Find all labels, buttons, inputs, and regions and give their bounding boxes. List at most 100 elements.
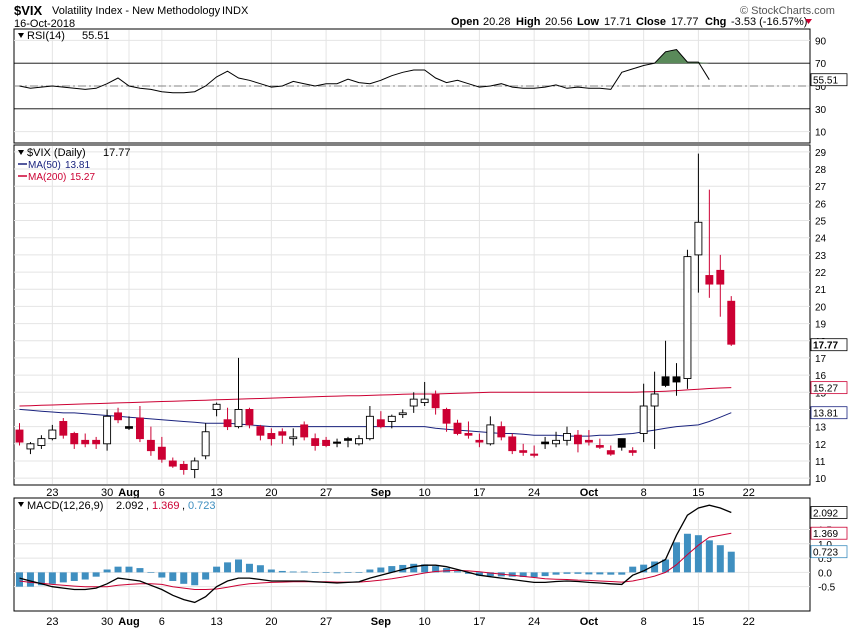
rsi-chart: 10 30 50 70 90 55.51 (14, 30, 848, 142)
histogram-current-label-box (810, 545, 848, 559)
candle-body (37, 438, 46, 446)
macd-histogram-bar (289, 571, 297, 573)
date-tick-label: 22 (743, 487, 755, 499)
candle-body (683, 256, 692, 379)
chg-value: -3.53 (-16.57%) (731, 16, 807, 28)
price-legend-value: 17.77 (103, 147, 131, 159)
macd-legend: MACD(12,26,9) 2.092 , 1.369 , 0.723 (18, 500, 216, 512)
macd-legend-separator: , (182, 500, 185, 512)
macd-histogram-bar (136, 568, 144, 573)
candle-body (15, 429, 24, 443)
macd-histogram-bar (267, 569, 275, 573)
price-tick-label: 27 (815, 182, 827, 193)
candle-body (431, 393, 440, 409)
date-tick-label: Sep (371, 487, 391, 499)
macd-histogram-bar (377, 567, 385, 573)
candle-body (398, 412, 407, 416)
macd-histogram-bar (355, 572, 363, 573)
ma200-legend-value: 15.27 (70, 172, 95, 183)
ma50-legend-value: 13.81 (65, 160, 90, 171)
candle-body (639, 405, 648, 434)
candle-body (146, 439, 155, 452)
macd-histogram-bar (224, 562, 232, 573)
chart-name: Volatility Index - New Methodology (52, 5, 221, 17)
price-tick-label: 19 (815, 320, 827, 331)
candle-body (716, 269, 725, 285)
date-tick-label: Aug (118, 487, 139, 499)
price-legend: $VIX (Daily) 17.77 MA(50) 13.81 MA(200) … (18, 147, 131, 183)
macd-histogram-bar (673, 542, 680, 573)
candle-body (81, 439, 90, 445)
high-label: High (516, 16, 541, 28)
candle-body (344, 438, 352, 441)
date-tick-label: 15 (692, 487, 704, 499)
macd-histogram-bar (366, 569, 374, 573)
candle-body (486, 424, 495, 445)
candle-body (650, 393, 659, 407)
rsi-line (19, 48, 710, 94)
rsi-tick-label: 10 (815, 128, 827, 139)
price-tick-label: 26 (815, 199, 827, 210)
macd-tick-label: -0.5 (818, 583, 836, 594)
macd-histogram-bar (213, 566, 221, 573)
macd-histogram-bar (158, 572, 166, 578)
rsi-current-label: 55.51 (813, 76, 838, 87)
candle-body (59, 421, 68, 436)
candle-body (135, 417, 144, 440)
macd-histogram-bar (169, 572, 177, 581)
ma200-line (19, 387, 732, 407)
candle-body (475, 439, 484, 443)
macd-histogram-bar (432, 566, 440, 573)
candle-body (168, 460, 177, 467)
date-tick-label: 23 (46, 487, 58, 499)
rsi-legend-value: 55.51 (82, 30, 110, 42)
price-tick-label: 25 (815, 217, 827, 228)
macd-histogram-bar (607, 572, 615, 575)
low-value: 17.71 (604, 16, 632, 28)
date-tick-label: Sep (371, 616, 391, 628)
macd-histogram-bar (235, 559, 242, 573)
macd-histogram-bar (26, 572, 34, 587)
macd-histogram-bar (92, 572, 100, 577)
macd-histogram-bar (300, 571, 308, 573)
candle-body (541, 441, 550, 445)
date-tick-label: 10 (419, 487, 431, 499)
rsi-legend: RSI(14) 55.51 (18, 30, 110, 42)
candle-body (365, 415, 374, 440)
macd-histogram-bar (147, 572, 155, 573)
date-tick-label: 13 (210, 616, 222, 628)
candle-body (179, 463, 188, 470)
date-tick-label: 15 (692, 616, 704, 628)
histogram-legend-value: 0.723 (188, 500, 216, 512)
candle-body (606, 450, 615, 455)
price-tick-label: 20 (815, 302, 827, 313)
price-tick-label: 10 (815, 474, 827, 485)
legend-triangle-icon (18, 502, 24, 507)
macd-histogram-bar (651, 561, 659, 573)
chg-label: Chg (705, 16, 726, 28)
high-value: 20.56 (545, 16, 573, 28)
macd-histogram-bar (311, 572, 319, 573)
macd-histogram-bar (508, 572, 516, 577)
candle-body (497, 426, 506, 438)
price-tick-label: 16 (815, 371, 827, 382)
close-price-label: 17.77 (813, 341, 838, 352)
chart-symbol: $VIX (14, 3, 43, 18)
macd-histogram-bar (640, 564, 648, 573)
price-panel (13, 144, 811, 486)
candle-body (333, 441, 341, 444)
rsi-tick-label: 70 (815, 59, 827, 70)
candle-body (552, 439, 560, 445)
ma200-price-label-box (810, 381, 848, 395)
price-tick-label: 24 (815, 234, 827, 245)
macd-histogram-bar (683, 533, 691, 573)
price-legend-name: $VIX (Daily) (27, 147, 86, 159)
macd-histogram-bar (552, 572, 560, 575)
candle-body (584, 439, 593, 443)
candle-body (223, 419, 232, 428)
candle-body (727, 300, 736, 345)
candle-body (420, 398, 429, 404)
macd-histogram-bar (454, 571, 461, 573)
